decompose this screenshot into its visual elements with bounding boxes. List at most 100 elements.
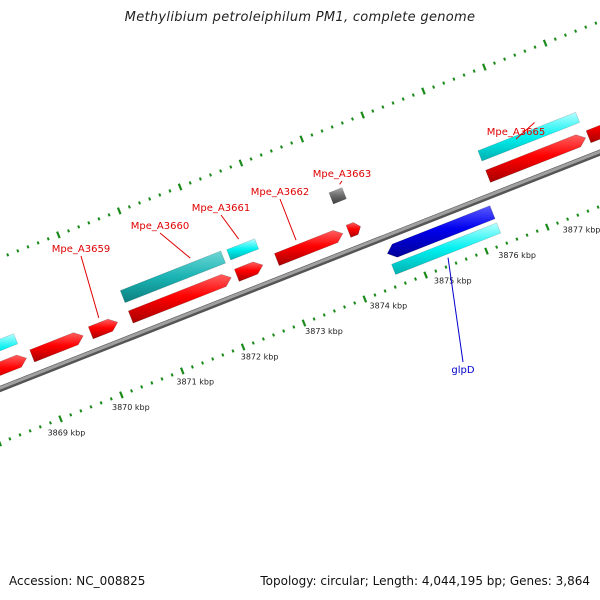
scale-label: 3876 kbp [498,251,536,260]
lower-scale-tick [423,271,428,279]
lower-scale-tick [0,440,3,447]
upper-scale-tick [198,177,202,181]
upper-scale-tick [148,197,152,201]
lower-scale-tick [272,333,276,337]
lower-scale-tick [495,245,499,249]
upper-scale-tick [411,93,415,97]
upper-scale-tick [523,49,527,53]
upper-scale-tick [503,57,507,61]
upper-scale-tick [310,133,314,137]
scale-label: 3873 kbp [305,327,343,336]
upper-scale-tick [391,101,395,105]
tick-tracks [0,21,600,447]
upper-scale-tick [67,229,70,233]
genome-summary-label: Topology: circular; Length: 4,044,195 bp… [260,574,590,588]
lower-scale-tick [179,367,185,375]
upper-scale-tick [472,69,476,73]
label-leader [80,255,100,318]
upper-scale-tick [26,245,30,249]
upper-scale-tick [107,213,111,217]
lower-scale-tick [586,209,590,213]
upper-scale-tick [259,153,263,157]
upper-scale-tick [290,141,294,145]
upper-scale-tick [482,63,487,71]
lower-scale-tick [99,401,103,405]
upper-scale-tick [421,87,426,95]
cds-forward-arrow [274,230,344,266]
lower-scale-tick [282,329,286,333]
lower-scale-tick [130,389,134,393]
lower-scale-tick [28,429,32,433]
scale-label: 3869 kbp [48,428,86,437]
upper-scale-tick [584,25,588,29]
gene-label: Mpe_A3662 [251,187,309,198]
upper-scale-tick [209,173,212,177]
upper-scale-tick [158,193,162,197]
lower-scale-tick [292,325,296,329]
upper-scale-tick [219,169,223,173]
upper-scale-tick [351,117,354,121]
upper-scale-tick [16,249,20,253]
upper-scale-tick [116,207,122,215]
upper-scale-tick [492,61,496,65]
upper-scale-tick [371,109,375,113]
map-title: Methylibium petroleiphilum PM1, complete… [124,10,476,25]
lower-scale-tick [403,281,407,285]
lower-scale-tick [525,233,529,237]
lower-scale-tick [261,337,265,341]
upper-scale-tick [533,45,537,49]
lower-scale-tick [170,373,174,377]
lower-scale-tick [38,425,42,429]
gene-label: Mpe_A3661 [192,203,250,214]
lower-scale-tick [515,237,519,241]
lower-scale-tick [231,349,235,353]
scale-label: 3877 kbp [563,226,600,235]
cds-forward-arrow [585,124,600,144]
upper-scale-tick [177,183,183,191]
lower-scale-tick [566,217,570,221]
lower-scale-tick [383,289,387,293]
upper-scale-tick [462,73,466,77]
upper-scale-tick [269,149,273,153]
upper-scale-tick [442,81,446,85]
lower-scale-tick [48,421,52,425]
gene-bar [477,111,581,162]
label-leader [159,232,191,259]
lower-scale-tick [301,319,307,327]
feature-tracks [0,111,600,376]
label-leader [279,198,297,241]
gene-label: Mpe_A3665 [487,127,545,138]
gene-bar [0,333,19,352]
backbone-line [0,150,600,390]
upper-scale-tick [229,165,233,169]
upper-scale-tick [360,111,365,119]
upper-scale-tick [168,189,172,193]
label-leader [339,180,343,185]
upper-scale-tick [56,231,61,239]
accession-label: Accession: NC_008825 [9,574,146,588]
lower-scale-tick [58,415,63,423]
upper-scale-tick [299,135,305,143]
upper-scale-tick [138,201,141,205]
lower-scale-tick [240,343,246,351]
scale-label: 3874 kbp [370,302,408,311]
lower-scale-tick [464,257,468,261]
gene-bar [391,222,502,275]
label-leader [515,122,535,140]
upper-scale-tick [238,159,244,167]
label-leader [220,214,240,240]
lower-scale-tick [505,241,509,245]
gene-label: glpD [451,365,474,376]
upper-scale-tick [77,225,81,229]
lower-scale-tick [119,391,124,399]
cds-forward-arrow [29,332,84,363]
upper-scale-tick [127,205,131,209]
lower-scale-tick [201,361,205,365]
gene-label: Mpe_A3663 [313,169,371,180]
lower-scale-tick [322,313,326,317]
scale-label: 3872 kbp [241,352,279,361]
lower-scale-tick [8,437,12,441]
lower-scale-tick [190,365,194,369]
lower-scale-tick [312,317,316,321]
scale-label: 3870 kbp [112,403,150,412]
